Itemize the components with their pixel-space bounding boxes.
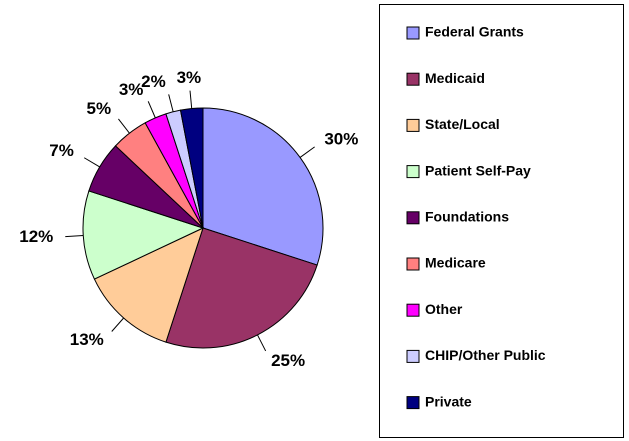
- data-label: 7%: [49, 141, 74, 160]
- legend-swatch: [406, 26, 420, 40]
- legend-swatch: [406, 211, 420, 225]
- data-label: 13%: [70, 330, 104, 349]
- data-label: 3%: [177, 68, 202, 87]
- data-label: 25%: [271, 351, 305, 370]
- legend-swatch: [406, 72, 420, 86]
- legend-label: Foundations: [425, 209, 509, 225]
- pie-slice: [202, 107, 324, 266]
- legend-swatch: [406, 165, 420, 179]
- leader-line: [147, 101, 156, 119]
- legend-swatch: [406, 118, 420, 132]
- legend-label: Patient Self-Pay: [425, 162, 531, 178]
- leader-line: [118, 118, 130, 134]
- legend-label: Federal Grants: [425, 24, 524, 40]
- data-label: 12%: [19, 227, 53, 246]
- legend-label: Private: [425, 393, 472, 409]
- legend-label: Medicaid: [425, 70, 485, 86]
- leader-line: [111, 317, 125, 332]
- data-label: 30%: [324, 129, 358, 148]
- leader-line: [257, 334, 267, 352]
- legend-box: [379, 4, 624, 438]
- legend-label: Other: [425, 301, 463, 317]
- legend-swatch: [406, 257, 420, 271]
- legend-swatch: [406, 303, 420, 317]
- data-label: 3%: [119, 80, 144, 99]
- pie-slice: [179, 107, 204, 229]
- leader-line: [83, 157, 100, 168]
- data-label: 2%: [141, 72, 166, 91]
- legend-label: State/Local: [425, 116, 500, 132]
- legend-swatch: [406, 349, 420, 363]
- legend-label: CHIP/Other Public: [425, 347, 546, 363]
- legend-label: Medicare: [425, 255, 486, 271]
- leader-line: [168, 94, 174, 112]
- leader-line: [189, 90, 193, 109]
- pie-slice: [165, 227, 318, 349]
- data-label: 5%: [86, 99, 111, 118]
- legend-swatch: [406, 396, 420, 410]
- leader-line: [65, 235, 84, 238]
- pie-slice: [93, 227, 204, 343]
- leader-line: [299, 146, 315, 158]
